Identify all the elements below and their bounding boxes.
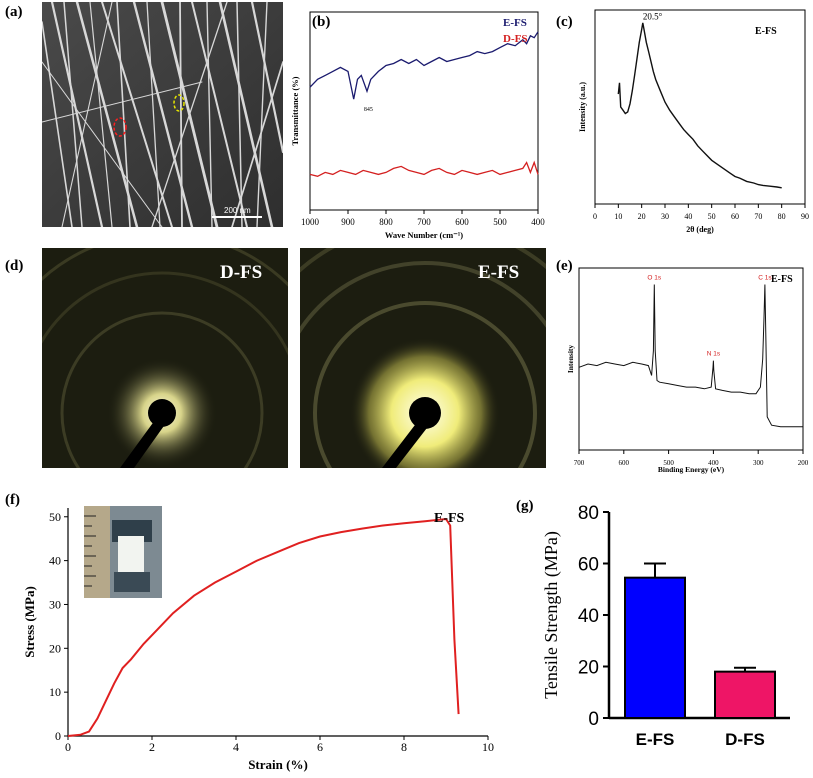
- plot-frame: [594, 9, 806, 205]
- y-tick-label: 30: [49, 597, 61, 611]
- y-axis-label: Stress (MPa): [22, 586, 37, 658]
- chart-xrd: 0 10 20 30 40 50 60 70 80 90 2θ (deg) Intensity (a.…: [578, 9, 809, 234]
- chart-tensile-bar: 0 20 40 60 80 E-FS D-FS Tensile Strength (MPa): [541, 503, 790, 749]
- sample-photo-inset: [84, 506, 162, 598]
- saed-image-dfs: D-FS: [42, 248, 288, 468]
- x-tick-label: 400: [708, 459, 719, 467]
- panel-label-d: (d): [5, 258, 24, 274]
- legend-efs: E-FS: [503, 17, 527, 29]
- x-tick-label: 10: [482, 740, 494, 754]
- x-tick-label: 90: [801, 212, 809, 221]
- series-line-e-fs: [309, 31, 539, 100]
- x-tick-label: 2: [149, 740, 155, 754]
- sem-fibers: [42, 2, 283, 227]
- x-axis-label: 2θ (deg): [686, 225, 714, 234]
- x-tick-label: 6: [317, 740, 323, 754]
- plot-frame: [578, 267, 804, 451]
- x-tick-label: 200: [798, 459, 809, 467]
- sample-photo: [84, 506, 162, 598]
- y-tick-label: 60: [578, 555, 599, 576]
- x-tick-label: 700: [574, 459, 585, 467]
- y-axis-label: Intensity (a.u.): [578, 82, 587, 132]
- y-tick-label: 0: [588, 709, 599, 730]
- y-tick-label: 10: [49, 685, 61, 699]
- x-tick-label: 4: [233, 740, 239, 754]
- x-axis-label: Strain (%): [248, 757, 308, 772]
- y-tick-label: 20: [49, 641, 61, 655]
- x-tick-label: 1000: [301, 217, 320, 227]
- series-line-e-fs: [578, 284, 803, 428]
- saed-label-dfs: D-FS: [220, 262, 263, 283]
- y-tick-label: 80: [578, 503, 599, 524]
- series-line-d-fs: [309, 160, 539, 177]
- peak-label: 20.5°: [643, 12, 663, 22]
- x-tick-label: 300: [753, 459, 764, 467]
- saed-label-efs: E-FS: [478, 262, 520, 283]
- x-axis-label: Binding Energy (eV): [658, 465, 725, 474]
- peak-label-n-1s: N 1s: [707, 351, 721, 358]
- peak-label-c-1s: C 1s: [758, 275, 772, 282]
- y-tick-label: 40: [578, 606, 599, 627]
- x-tick-label: 8: [401, 740, 407, 754]
- y-axis-label: Tensile Strength (MPa): [541, 531, 562, 699]
- yellow-highlight-ellipse: [173, 94, 185, 112]
- scale-bar-line: [212, 216, 262, 218]
- series-line-e-fs: [67, 517, 460, 737]
- y-tick-label: 50: [49, 510, 61, 524]
- chart-stress-strain: 0 2 4 6 8 10 0 10 20 30 40 50 Strain (%) Stress (MPa)…: [22, 508, 494, 772]
- x-tick-label-e-fs: E-FS: [636, 730, 675, 749]
- chart-xps: 700 600 500 400 300 200 Binding Energy (eV) Int…: [566, 267, 809, 474]
- series-line-e-fs: [617, 22, 782, 189]
- x-tick-label-d-fs: D-FS: [725, 730, 765, 749]
- scale-bar-label: 200 nm: [224, 206, 251, 215]
- x-tick-label: 50: [708, 212, 716, 221]
- panel-label-c: (c): [556, 14, 573, 30]
- x-tick-label: 700: [417, 217, 431, 227]
- legend-efs: E-FS: [434, 511, 465, 526]
- x-axis-label: Wave Number (cm⁻¹): [385, 230, 463, 240]
- legend-efs: E-FS: [755, 26, 777, 37]
- sem-image: 200 nm: [42, 2, 283, 227]
- x-tick-label: 800: [379, 217, 393, 227]
- panel-label-g: (g): [516, 498, 534, 514]
- chart-ftir: 1000 900 800 700 600 500 400 Wave Number (cm⁻¹)…: [290, 11, 545, 240]
- x-tick-label: 60: [731, 212, 739, 221]
- legend-efs: E-FS: [771, 274, 793, 285]
- y-axis-label: Intensity: [566, 345, 575, 374]
- saed-pattern-dfs: [42, 248, 288, 468]
- x-tick-label: 600: [619, 459, 630, 467]
- peak-label-o-1s: O 1s: [647, 275, 661, 282]
- x-tick-label: 0: [65, 740, 71, 754]
- panel-label-b: (b): [312, 14, 331, 30]
- legend-dfs: D-FS: [503, 33, 527, 45]
- x-tick-label: 500: [493, 217, 507, 227]
- panel-label-a: (a): [5, 4, 23, 20]
- red-highlight-ellipse: [113, 117, 127, 137]
- x-tick-label: 80: [778, 212, 786, 221]
- saed-image-efs: E-FS: [300, 248, 546, 468]
- x-tick-label: 900: [341, 217, 355, 227]
- x-tick-label: 40: [684, 212, 692, 221]
- x-tick-label: 500: [663, 459, 674, 467]
- x-tick-label: 10: [614, 212, 622, 221]
- y-tick-label: 20: [578, 658, 599, 679]
- panel-label-e: (e): [556, 258, 573, 274]
- panel-label-f: (f): [5, 492, 20, 508]
- x-tick-label: 30: [661, 212, 669, 221]
- bar-e-fs: [624, 576, 686, 719]
- y-tick-label: 40: [49, 554, 61, 568]
- peak-annotation-845: 845: [364, 107, 373, 113]
- y-axis-label: Transmittance (%): [290, 76, 300, 145]
- y-tick-label: 0: [55, 729, 61, 743]
- x-tick-label: 0: [593, 212, 597, 221]
- saed-pattern-efs: [300, 248, 546, 468]
- x-tick-label: 20: [638, 212, 646, 221]
- x-tick-label: 400: [531, 217, 545, 227]
- x-tick-label: 70: [754, 212, 762, 221]
- x-tick-label: 600: [455, 217, 469, 227]
- bar-d-fs: [714, 670, 776, 719]
